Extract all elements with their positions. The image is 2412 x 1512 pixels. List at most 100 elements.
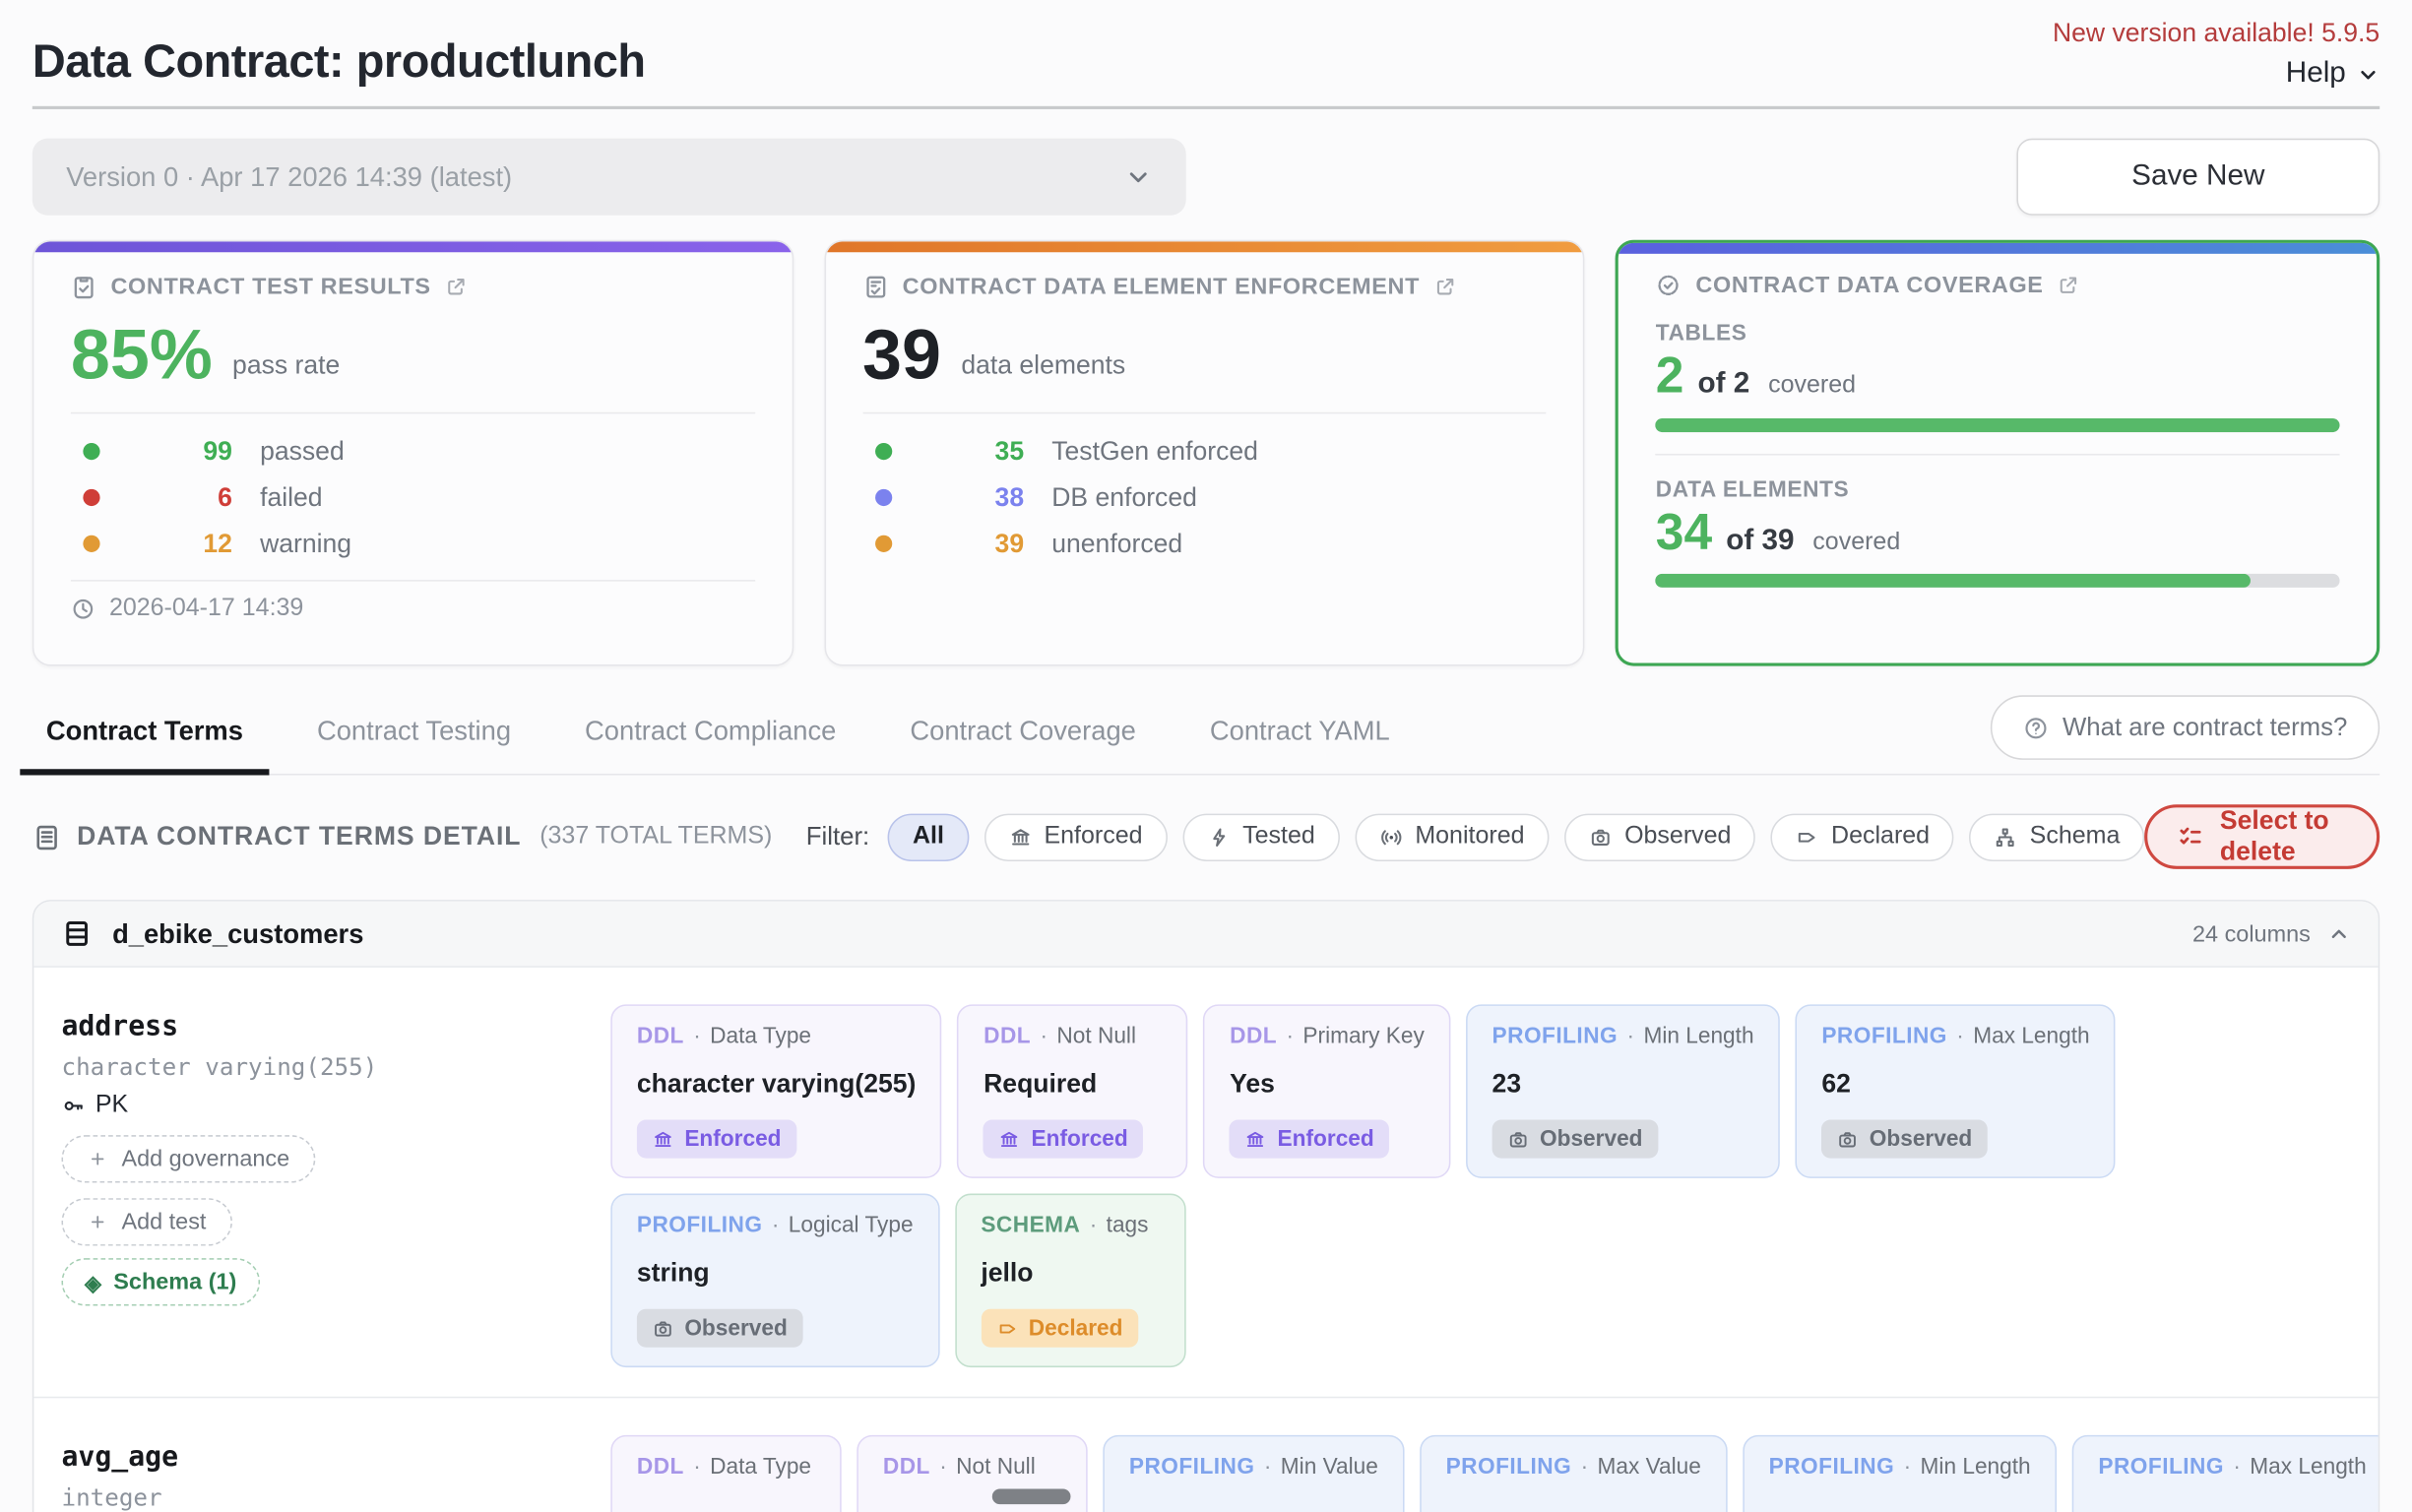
chip-value: 23 — [1492, 1068, 1522, 1099]
divider — [70, 579, 755, 582]
columns-toggle[interactable]: 24 columns — [2192, 920, 2350, 947]
filter-all[interactable]: All — [887, 812, 969, 861]
field-type: integer — [61, 1483, 162, 1512]
chip-category: PROFILING — [2098, 1455, 2224, 1480]
status-dot-icon — [874, 489, 892, 507]
header-divider — [32, 105, 2380, 109]
chip-row: PROFILING · Logical Type string Observed SCHE… — [610, 1193, 2350, 1368]
key-icon — [62, 1094, 87, 1118]
filter-observed[interactable]: Observed — [1564, 812, 1756, 861]
tab-contract-coverage[interactable]: Contract Coverage — [910, 715, 1136, 746]
term-chip-schema-tags[interactable]: SCHEMA · tags jello Declared — [954, 1193, 1186, 1368]
filter-pill-label: Declared — [1831, 822, 1931, 850]
stat-row: 38 DB enforced — [862, 474, 1547, 521]
chip-value: 62 — [1821, 1068, 1851, 1099]
coverage-of: of 39 — [1726, 524, 1795, 557]
filter-declared[interactable]: Declared — [1771, 812, 1955, 861]
filter-tested[interactable]: Tested — [1182, 812, 1340, 861]
chip-header: PROFILING · Logical Type — [636, 1213, 914, 1238]
help-menu[interactable]: Help — [2286, 57, 2380, 91]
badge-observed: Observed — [1492, 1119, 1659, 1159]
field-name: address — [61, 1010, 179, 1043]
term-chip-profiling-max-value[interactable]: PROFILING · Max Value — [1420, 1434, 1728, 1512]
card-title: CONTRACT TEST RESULTS — [110, 274, 431, 300]
chip-header: DDL · Primary Key — [1230, 1024, 1425, 1049]
term-chip-profiling-logical-type[interactable]: PROFILING · Logical Type string Observed — [610, 1193, 940, 1368]
seal-check-icon — [1656, 273, 1682, 299]
pass-rate-value: 85% — [70, 313, 213, 394]
term-chips: DDL · Data Type character varying(255) Enfor… — [610, 1004, 2350, 1368]
card-accent-bar — [825, 241, 1584, 253]
tab-contract-terms[interactable]: Contract Terms — [20, 691, 270, 776]
stat-value: 39 — [994, 529, 1025, 558]
new-version-banner[interactable]: New version available! 5.9.5 — [2052, 18, 2380, 48]
stat-value: 12 — [203, 529, 232, 558]
version-selector[interactable]: Version 0 · Apr 17 2026 14:39 (latest) — [32, 138, 1186, 216]
badge-label: Observed — [1539, 1126, 1643, 1152]
status-dot-icon — [874, 443, 892, 461]
term-chip-profiling-max-length[interactable]: PROFILING · Max Length — [2071, 1434, 2379, 1512]
filter-monitored[interactable]: Monitored — [1355, 812, 1550, 861]
help-pill-label: What are contract terms? — [2062, 713, 2348, 741]
term-chip-profiling-min-value[interactable]: PROFILING · Min Value — [1103, 1434, 1405, 1512]
filter-schema[interactable]: Schema — [1969, 812, 2145, 861]
terms-table-card: d_ebike_customers 24 columns address char… — [32, 900, 2380, 1512]
filter-enforced[interactable]: Enforced — [984, 812, 1168, 861]
table-row-address: address character varying(255) PK Add gover… — [33, 968, 2378, 1397]
term-chip-profiling-max-length[interactable]: PROFILING · Max Length 62 Observed — [1795, 1004, 2117, 1178]
badge-label: Declared — [1028, 1315, 1123, 1341]
badge-declared: Declared — [981, 1308, 1139, 1348]
coverage-suffix: covered — [1768, 372, 1857, 399]
pk-label: PK — [95, 1092, 129, 1118]
data-coverage-card: CONTRACT DATA COVERAGE TABLES 2 of 2 covere… — [1616, 239, 2380, 666]
chip-category: DDL — [1230, 1024, 1278, 1049]
contract-test-results-card: CONTRACT TEST RESULTS 85% pass rate 99 pa… — [32, 239, 793, 666]
badge-label: Enforced — [684, 1126, 782, 1152]
field-type: character varying(255) — [61, 1053, 378, 1082]
term-chip-profiling-min-length[interactable]: PROFILING · Min Length — [1743, 1434, 2058, 1512]
scrollbar-thumb[interactable] — [991, 1488, 1071, 1505]
badge-label: Observed — [684, 1315, 788, 1341]
schema-count-pill[interactable]: ◈ Schema (1) — [61, 1258, 260, 1306]
badge-label: Enforced — [1031, 1126, 1128, 1152]
external-link-icon[interactable] — [1433, 276, 1456, 298]
badge-label: Enforced — [1277, 1126, 1374, 1152]
chip-label: Max Length — [1973, 1024, 2090, 1049]
schema-icon — [1995, 825, 2017, 848]
chip-header: DDL · Data Type — [636, 1455, 812, 1480]
coverage-section-label: DATA ELEMENTS — [1655, 477, 1850, 503]
select-to-delete-button[interactable]: Select to delete — [2144, 804, 2380, 869]
chip-label: Min Value — [1280, 1455, 1378, 1480]
badge-enforced: Enforced — [636, 1119, 797, 1159]
external-link-icon[interactable] — [445, 276, 468, 298]
progress-bar — [1655, 574, 2340, 589]
field-name: avg_age — [61, 1441, 179, 1474]
chip-header: PROFILING · Min Value — [1128, 1455, 1378, 1480]
status-dot-icon — [83, 536, 100, 553]
coverage-metric: 34 of 39 covered — [1656, 504, 2340, 559]
tab-contract-compliance[interactable]: Contract Compliance — [585, 715, 837, 746]
stat-row: 35 TestGen enforced — [862, 428, 1547, 474]
progress-fill — [1655, 574, 2252, 589]
tab-contract-testing[interactable]: Contract Testing — [316, 715, 512, 746]
term-chip-profiling-min-length[interactable]: PROFILING · Min Length 23 Observed — [1465, 1004, 1781, 1178]
external-link-icon[interactable] — [2058, 274, 2080, 296]
term-chip-ddl-not-null[interactable]: DDL · Not Null Required Enforced — [957, 1004, 1188, 1178]
filter-label: Filter: — [805, 822, 870, 850]
add-add-governance-button[interactable]: Add governance — [61, 1135, 316, 1183]
add-add-test-button[interactable]: Add test — [61, 1198, 233, 1246]
page-header: Data Contract: productlunch New version … — [32, 0, 2380, 91]
clock-icon — [71, 597, 95, 621]
what-are-contract-terms-button[interactable]: What are contract terms? — [1990, 695, 2380, 760]
term-chip-ddl-data-type[interactable]: DDL · Data Type — [610, 1434, 842, 1512]
filter-pill-label: Observed — [1624, 822, 1732, 850]
stat-label: warning — [260, 529, 352, 558]
chip-category: PROFILING — [1445, 1455, 1572, 1480]
term-chip-ddl-primary-key[interactable]: DDL · Primary Key Yes Enforced — [1203, 1004, 1451, 1178]
term-chip-ddl-data-type[interactable]: DDL · Data Type character varying(255) Enfor… — [610, 1004, 942, 1178]
chip-header: DDL · Data Type — [636, 1024, 812, 1049]
field-info: address character varying(255) PK Add gover… — [61, 1004, 611, 1367]
save-new-button[interactable]: Save New — [2016, 138, 2380, 216]
tab-contract-yaml[interactable]: Contract YAML — [1209, 715, 1390, 746]
chip-label: Not Null — [956, 1455, 1036, 1480]
